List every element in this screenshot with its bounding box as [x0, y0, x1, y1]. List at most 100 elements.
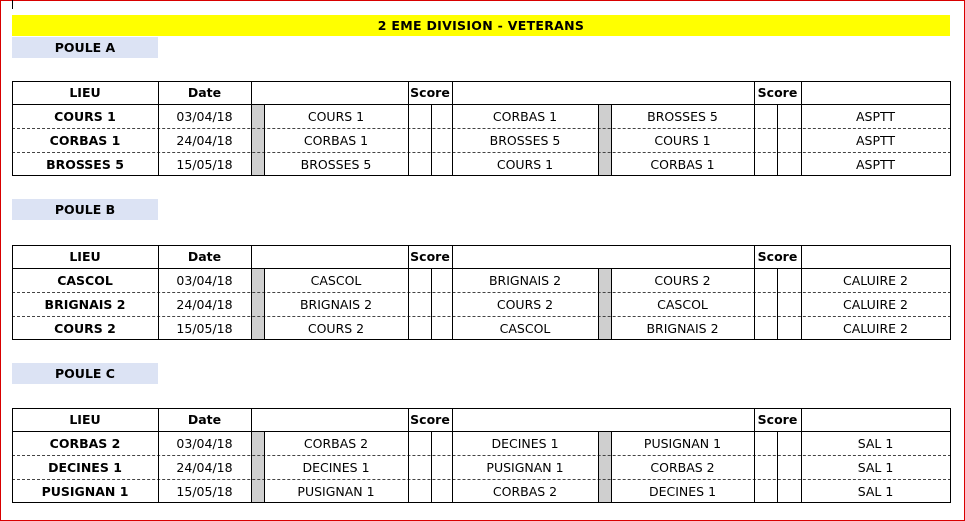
score-cell[interactable]: [754, 152, 777, 176]
grid-line: [12, 408, 951, 409]
grid-line: [431, 104, 432, 176]
score-cell[interactable]: [777, 431, 801, 455]
score-cell[interactable]: [754, 128, 777, 152]
team-cell: COURS 2: [496, 296, 554, 312]
score-cell[interactable]: [754, 292, 777, 316]
team-cell: BRIGNAIS 2: [488, 272, 562, 288]
date-cell: 03/04/18: [176, 435, 233, 451]
score-cell[interactable]: [408, 431, 431, 455]
bye-team-cell: SAL 1: [857, 483, 894, 499]
score-cell[interactable]: [431, 152, 452, 176]
header-date: Date: [187, 85, 222, 100]
grid-line: [12, 502, 951, 503]
score-cell[interactable]: [754, 455, 777, 479]
grid-line: [611, 268, 612, 340]
score-cell[interactable]: [777, 479, 801, 503]
venue-cell: CORBAS 2: [49, 435, 121, 451]
team-cell: COURS 1: [496, 156, 554, 172]
grid-line: [12, 339, 951, 340]
date-cell: 03/04/18: [176, 272, 233, 288]
score-cell[interactable]: [754, 316, 777, 340]
score-cell[interactable]: [431, 128, 452, 152]
score-cell[interactable]: [408, 104, 431, 128]
team-cell: BROSSES 5: [300, 156, 372, 172]
pool-table: LIEU Date Score Score CORBAS 2 03/04/18 CORBAS…: [12, 408, 951, 503]
bye-team-cell: ASPTT: [855, 108, 896, 124]
score-cell[interactable]: [754, 268, 777, 292]
score-cell[interactable]: [431, 292, 452, 316]
team-cell: PUSIGNAN 1: [486, 459, 564, 475]
score-cell[interactable]: [431, 479, 452, 503]
pool-table: LIEU Date Score Score COURS 1 03/04/18 COURS 1…: [12, 81, 951, 176]
header-score: Score: [757, 249, 798, 264]
header-lieu: LIEU: [69, 249, 101, 264]
grid-line: [12, 81, 951, 82]
score-cell[interactable]: [777, 292, 801, 316]
grid-line: [408, 81, 409, 176]
grid-line: [408, 245, 409, 340]
separator-shade: [252, 105, 264, 176]
team-cell: PUSIGNAN 1: [643, 435, 722, 451]
grid-line: [431, 431, 432, 503]
score-cell[interactable]: [777, 104, 801, 128]
score-cell[interactable]: [408, 316, 431, 340]
score-cell[interactable]: [777, 152, 801, 176]
grid-line: [158, 245, 159, 340]
grid-line: [12, 245, 13, 340]
header-score: Score: [757, 85, 798, 100]
team-cell: CORBAS 1: [492, 108, 558, 124]
grid-line: [251, 245, 252, 340]
bye-team-cell: CALUIRE 2: [843, 272, 908, 288]
score-cell[interactable]: [408, 268, 431, 292]
score-cell[interactable]: [777, 128, 801, 152]
date-cell: 15/05/18: [176, 320, 233, 336]
header-score: Score: [757, 412, 798, 427]
bye-team-cell: ASPTT: [855, 156, 896, 172]
score-cell[interactable]: [408, 152, 431, 176]
score-cell[interactable]: [408, 455, 431, 479]
grid-line: [754, 81, 755, 176]
date-cell: 24/04/18: [176, 459, 233, 475]
date-cell: 03/04/18: [176, 108, 233, 124]
team-cell: CORBAS 1: [650, 156, 715, 172]
score-cell[interactable]: [777, 268, 801, 292]
score-cell[interactable]: [431, 431, 452, 455]
score-cell[interactable]: [431, 268, 452, 292]
score-cell[interactable]: [408, 479, 431, 503]
score-cell[interactable]: [777, 455, 801, 479]
score-cell[interactable]: [777, 316, 801, 340]
grid-line: [777, 431, 778, 503]
team-cell: CASCOL: [310, 272, 362, 288]
separator-shade: [252, 269, 264, 340]
grid-line: [801, 81, 802, 176]
header-date: Date: [187, 249, 222, 264]
score-cell[interactable]: [754, 431, 777, 455]
grid-line: [264, 431, 265, 503]
separator-shade: [599, 105, 611, 176]
grid-line: [598, 268, 599, 340]
score-cell[interactable]: [431, 455, 452, 479]
grid-line: [754, 408, 755, 503]
score-cell[interactable]: [754, 104, 777, 128]
grid-line: [12, 81, 13, 176]
grid-line: [264, 268, 265, 340]
venue-cell: COURS 2: [54, 320, 116, 336]
header-score: Score: [410, 249, 450, 264]
team-cell: COURS 2: [654, 272, 711, 288]
grid-line: [408, 408, 409, 503]
team-cell: CORBAS 1: [303, 132, 369, 148]
score-cell[interactable]: [431, 104, 452, 128]
score-cell[interactable]: [431, 316, 452, 340]
score-cell[interactable]: [408, 292, 431, 316]
venue-cell: PUSIGNAN 1: [41, 483, 129, 499]
grid-line: [12, 292, 951, 293]
bye-team-cell: ASPTT: [855, 132, 896, 148]
grid-line: [251, 408, 252, 503]
grid-line: [777, 104, 778, 176]
header-score: Score: [410, 412, 450, 427]
header-lieu: LIEU: [69, 412, 101, 427]
score-cell[interactable]: [754, 479, 777, 503]
grid-line: [598, 104, 599, 176]
score-cell[interactable]: [408, 128, 431, 152]
header-date: Date: [187, 412, 222, 427]
